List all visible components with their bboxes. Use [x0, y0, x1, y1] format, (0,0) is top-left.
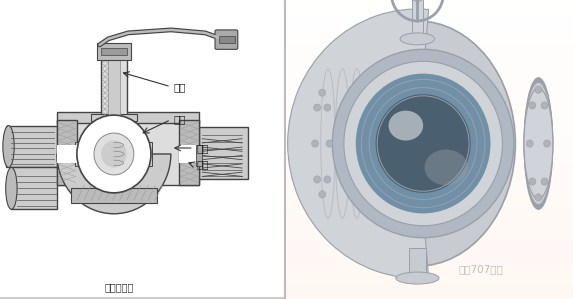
Ellipse shape	[524, 82, 553, 205]
Ellipse shape	[524, 78, 553, 209]
Ellipse shape	[311, 91, 334, 196]
Bar	[199, 127, 248, 179]
Bar	[57, 120, 199, 185]
Ellipse shape	[319, 21, 515, 266]
Bar	[76, 142, 88, 166]
Circle shape	[77, 115, 151, 193]
Bar	[101, 48, 127, 55]
Bar	[285, 120, 573, 135]
Circle shape	[324, 176, 331, 183]
Bar	[285, 75, 573, 90]
Ellipse shape	[311, 99, 334, 188]
Ellipse shape	[425, 150, 468, 185]
Ellipse shape	[311, 81, 334, 206]
Bar	[285, 0, 573, 15]
Bar	[285, 90, 573, 105]
Ellipse shape	[388, 111, 423, 141]
Ellipse shape	[311, 84, 334, 203]
Ellipse shape	[524, 88, 553, 199]
Text: 浮动球球阀: 浮动球球阀	[105, 282, 134, 292]
Bar	[285, 15, 573, 30]
Bar	[285, 164, 573, 179]
Bar	[409, 248, 426, 278]
Circle shape	[529, 102, 536, 109]
Text: 化巧707论坛: 化巧707论坛	[458, 264, 503, 274]
Circle shape	[313, 176, 321, 183]
Circle shape	[410, 0, 425, 1]
Text: 球体: 球体	[174, 115, 186, 125]
Circle shape	[348, 60, 509, 227]
Ellipse shape	[396, 272, 439, 284]
Bar	[197, 145, 202, 166]
Bar	[285, 239, 573, 254]
Text: 阀杆: 阀杆	[174, 82, 186, 92]
FancyBboxPatch shape	[215, 30, 238, 49]
Bar	[285, 135, 573, 150]
Circle shape	[326, 140, 333, 147]
Ellipse shape	[6, 167, 17, 209]
Circle shape	[101, 141, 127, 167]
Ellipse shape	[356, 74, 490, 213]
Bar	[285, 60, 573, 75]
Circle shape	[529, 178, 536, 185]
Bar	[285, 284, 573, 299]
Ellipse shape	[332, 49, 514, 238]
Bar	[57, 112, 199, 123]
Circle shape	[312, 140, 319, 147]
Bar	[285, 150, 573, 164]
Bar	[57, 120, 77, 185]
Bar	[285, 45, 573, 60]
Wedge shape	[288, 9, 429, 278]
Bar	[140, 142, 152, 166]
Ellipse shape	[400, 33, 435, 45]
Bar	[285, 224, 573, 239]
Text: 阀座: 阀座	[197, 143, 209, 153]
Circle shape	[94, 133, 134, 175]
Bar	[285, 30, 573, 45]
Bar	[285, 194, 573, 209]
Circle shape	[535, 86, 542, 93]
Circle shape	[324, 104, 331, 111]
Ellipse shape	[3, 126, 14, 167]
Bar	[91, 114, 137, 121]
Wedge shape	[57, 154, 171, 214]
Bar	[6, 126, 57, 167]
Bar	[285, 254, 573, 269]
Bar	[97, 43, 131, 60]
Bar	[101, 58, 127, 120]
Bar	[57, 145, 77, 163]
Circle shape	[535, 194, 542, 201]
Circle shape	[319, 89, 325, 96]
Circle shape	[544, 140, 551, 147]
Ellipse shape	[344, 61, 503, 226]
Bar	[71, 188, 156, 203]
Bar	[285, 209, 573, 224]
Bar	[285, 179, 573, 194]
Bar	[108, 58, 120, 120]
Circle shape	[527, 140, 533, 147]
Ellipse shape	[375, 94, 470, 193]
Bar	[285, 269, 573, 284]
Circle shape	[319, 191, 325, 198]
Bar	[179, 145, 199, 163]
Circle shape	[541, 178, 548, 185]
Circle shape	[313, 104, 321, 111]
Text: 阀体: 阀体	[197, 159, 209, 170]
Bar	[285, 105, 573, 120]
Circle shape	[541, 102, 548, 109]
Bar	[11, 167, 57, 209]
Bar	[219, 36, 235, 43]
Bar	[179, 120, 199, 185]
Bar	[411, 0, 423, 39]
